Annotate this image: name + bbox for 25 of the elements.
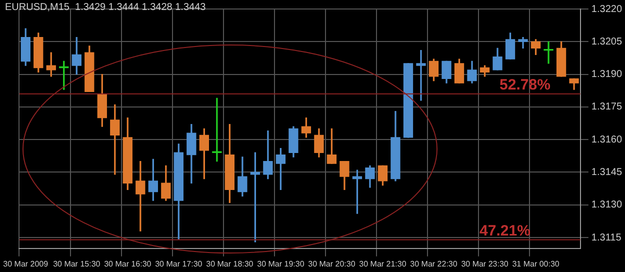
x-tick-label: 30 Mar 20:30 xyxy=(308,259,356,268)
y-tick-label: 1.3205 xyxy=(591,36,622,48)
y-tick-label: 1.3175 xyxy=(591,102,622,113)
candlestick xyxy=(544,41,554,64)
x-tick-label: 30 Mar 15:30 xyxy=(53,259,101,268)
y-tick-label: 1.3220 xyxy=(591,4,622,15)
x-tick-label: 30 Mar 19:30 xyxy=(257,259,305,268)
y-tick-label: 1.3190 xyxy=(591,69,622,80)
x-tick-label: 30 Mar 22:30 xyxy=(410,259,458,268)
annotation: 52.78% xyxy=(500,76,550,94)
x-tick-label: 31 Mar 00:30 xyxy=(512,259,560,268)
x-tick-label: 30 Mar 23:30 xyxy=(461,259,509,268)
y-tick-label: 1.3130 xyxy=(591,200,622,211)
candlestick xyxy=(212,98,222,162)
candlestick xyxy=(416,50,426,101)
x-tick-label: 30 Mar 2009 xyxy=(3,259,49,268)
y-tick-label: 1.3115 xyxy=(591,232,622,244)
y-tick-label: 1.3160 xyxy=(591,134,622,146)
x-tick-label: 30 Mar 21:30 xyxy=(359,259,407,268)
y-tick-label: 1.3145 xyxy=(591,166,622,178)
x-tick-label: 30 Mar 17:30 xyxy=(155,259,203,268)
x-tick-label: 30 Mar 16:30 xyxy=(104,259,152,268)
chart-title: EURUSD,M15 1.3429 1.3444 1.3428 1.3443 xyxy=(5,2,206,13)
x-tick-label: 30 Mar 18:30 xyxy=(206,259,254,268)
annotation: 47.21% xyxy=(480,222,530,240)
